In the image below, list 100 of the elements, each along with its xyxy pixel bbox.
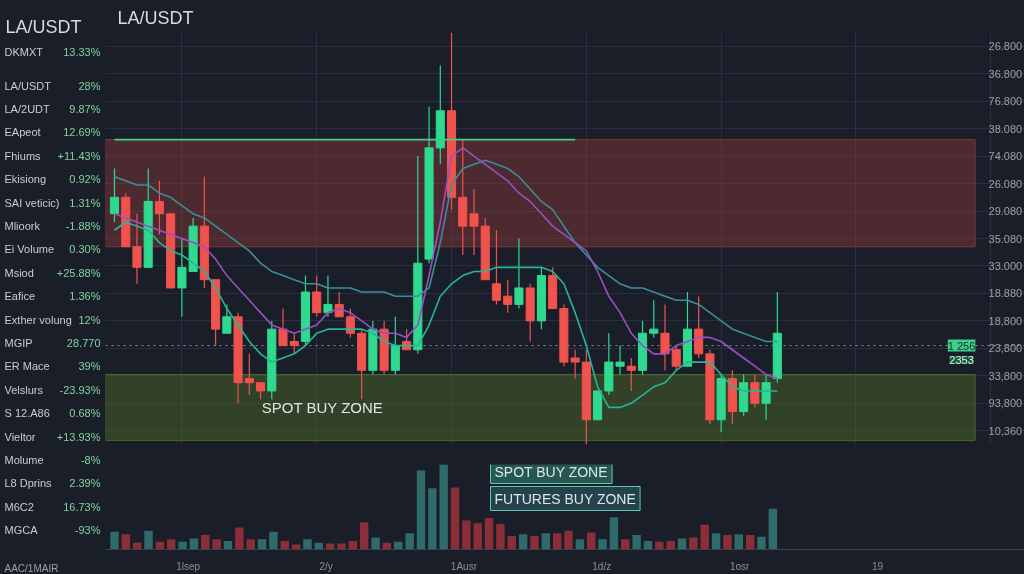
- annotation: SPOT BUY ZONE: [494, 463, 608, 480]
- text: +11.43%: [57, 149, 101, 162]
- bar: [462, 520, 471, 550]
- candlestick: [761, 373, 771, 421]
- text: Fhiums: [4, 149, 42, 162]
- text: Exther volung: [4, 313, 72, 326]
- text: 26.800: [988, 40, 1023, 53]
- text: 1Ausr: [450, 560, 478, 572]
- bar: [632, 535, 641, 550]
- text: 19: [871, 560, 884, 572]
- bar: [700, 524, 709, 550]
- bar: [428, 488, 437, 550]
- bar: [496, 524, 505, 550]
- candlestick: [109, 167, 120, 223]
- text: SAI veticic): [4, 196, 60, 209]
- text: 1.36%: [69, 290, 101, 303]
- text: MGCA: [4, 524, 39, 537]
- bar: [757, 536, 766, 550]
- candlestick: [514, 237, 524, 310]
- bar: [552, 533, 562, 550]
- bar: [689, 537, 698, 550]
- bar: [518, 534, 528, 550]
- text: 1osr: [729, 560, 751, 572]
- text: LA/USDT: [4, 79, 52, 92]
- text: Ekisiong: [4, 173, 47, 186]
- text: ER Mace: [4, 360, 50, 373]
- candlestick: [323, 274, 333, 318]
- bar: [711, 533, 721, 550]
- bar: [371, 537, 380, 550]
- text: Mlioork: [4, 219, 41, 232]
- bar: [416, 470, 426, 550]
- bar: [734, 534, 743, 550]
- text: 38.080: [988, 122, 1023, 135]
- text: LA/USDT: [5, 16, 82, 37]
- bar: [212, 539, 221, 550]
- text: 28.770: [66, 336, 101, 349]
- text: Msiod: [4, 266, 34, 279]
- text: 2.39%: [69, 477, 101, 490]
- text: -23.93%: [59, 383, 101, 396]
- bar: [337, 543, 346, 550]
- bar: [201, 535, 210, 550]
- candlestick: [312, 274, 322, 318]
- candlestick: [278, 307, 288, 347]
- candlestick: [469, 188, 479, 256]
- candlestick: [244, 353, 254, 396]
- text: -1.88%: [65, 219, 101, 232]
- bar: [121, 534, 131, 550]
- bar: [450, 487, 460, 550]
- candlestick: [222, 303, 232, 334]
- candlestick: [503, 279, 513, 314]
- text: 2353: [949, 354, 974, 367]
- bar: [666, 541, 675, 550]
- text: 12%: [78, 313, 101, 326]
- bar: [677, 538, 687, 550]
- text: Eafice: [4, 290, 36, 303]
- candlestick: [491, 229, 502, 306]
- bar: [144, 530, 153, 550]
- bar: [575, 539, 585, 550]
- candlestick: [660, 303, 670, 371]
- text: 18.880: [988, 287, 1023, 300]
- text: 18,800: [988, 314, 1023, 327]
- text: DKMXT: [4, 45, 44, 58]
- text: L8 Dprins: [4, 477, 53, 490]
- candlestick: [671, 345, 681, 371]
- text: 0.30%: [69, 243, 101, 256]
- text: 74.080: [988, 150, 1023, 163]
- bar: [246, 539, 255, 550]
- text: 2/y: [319, 560, 333, 572]
- text: 12.69%: [63, 126, 101, 139]
- bar: [507, 535, 516, 550]
- bar: [178, 541, 187, 550]
- bar: [269, 531, 278, 550]
- chart-title: LA/USDT: [117, 7, 194, 28]
- text: 0.92%: [69, 173, 101, 186]
- text: 1lsep: [176, 560, 201, 572]
- text: 33,800: [988, 369, 1023, 382]
- text: EApeot: [4, 126, 41, 139]
- text: Vieltor: [4, 430, 36, 443]
- bar: [745, 535, 755, 550]
- bar: [723, 535, 732, 550]
- text: +13.93%: [56, 430, 101, 443]
- bar: [587, 532, 596, 550]
- bar: [291, 544, 301, 550]
- bar: [110, 531, 119, 550]
- bar: [189, 538, 199, 550]
- bar: [655, 541, 664, 550]
- bar: [473, 523, 482, 550]
- text: -93%: [74, 524, 101, 537]
- bar: [564, 530, 573, 550]
- text: -8%: [80, 453, 101, 466]
- text: AAC/1MAIR: [4, 563, 59, 574]
- band-label: SPOT BUY ZONE: [261, 398, 383, 416]
- candlestick: [750, 373, 760, 409]
- text: M6C2: [4, 500, 34, 513]
- text: Ei Volume: [4, 243, 55, 256]
- text: 29.080: [988, 205, 1023, 218]
- bar: [484, 518, 494, 550]
- text: Velslurs: [4, 383, 44, 396]
- bar: [303, 539, 312, 550]
- candlestick: [345, 307, 355, 338]
